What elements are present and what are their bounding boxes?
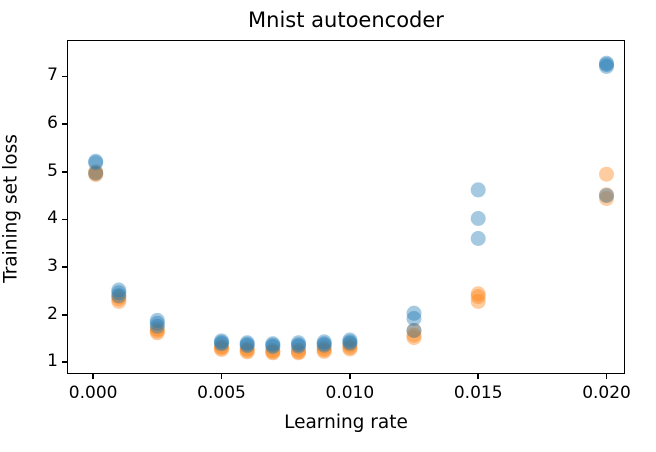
y-tick-label: 3 [47,256,58,277]
x-tick-label: 0.000 [68,383,118,403]
plot-area [67,40,625,374]
y-tick-label: 4 [47,208,58,229]
x-axis-tick [220,374,223,379]
x-axis-tick [92,374,95,379]
y-axis-tick [62,218,67,221]
y-axis-tick [62,313,67,316]
x-tick-label: 0.015 [453,383,503,403]
y-tick-label: 5 [47,160,58,181]
x-tick-label: 0.005 [197,383,246,403]
y-axis-tick [62,123,67,126]
chart-title: Mnist autoencoder [248,8,444,32]
x-axis-tick [605,374,608,379]
y-tick-label: 6 [47,113,58,134]
x-axis-tick [477,374,480,379]
x-tick-label: 0.020 [582,383,631,403]
y-tick-label: 7 [47,65,58,86]
y-axis-tick [62,170,67,173]
y-tick-label: 2 [47,303,58,324]
y-axis-tick [62,361,67,364]
x-axis-tick [348,374,351,379]
x-axis-label: Learning rate [284,412,408,433]
y-tick-label: 1 [47,351,58,372]
x-tick-label: 0.010 [325,383,375,403]
y-axis-tick [62,266,67,268]
y-axis-tick [62,75,67,78]
